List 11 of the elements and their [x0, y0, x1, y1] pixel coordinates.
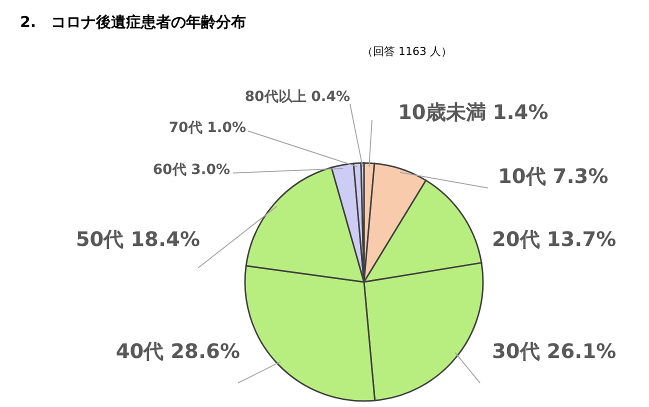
slice-label: 10歳未満 1.4% [398, 100, 548, 124]
chart-subtitle: （回答 1163 人） [362, 45, 452, 58]
slice-label: 80代以上 0.4% [244, 89, 350, 105]
slice-label: 40代 28.6% [116, 339, 240, 363]
chart-title: 2. コロナ後遺症患者の年齢分布 [20, 13, 246, 31]
slice-label: 10代 7.3% [498, 164, 608, 188]
slice-label: 20代 13.7% [492, 227, 616, 251]
slice-label: 50代 18.4% [76, 227, 200, 251]
slice-label: 70代 1.0% [168, 120, 246, 136]
slice-label: 30代 26.1% [492, 339, 616, 363]
slice-label: 60代 3.0% [152, 162, 230, 178]
